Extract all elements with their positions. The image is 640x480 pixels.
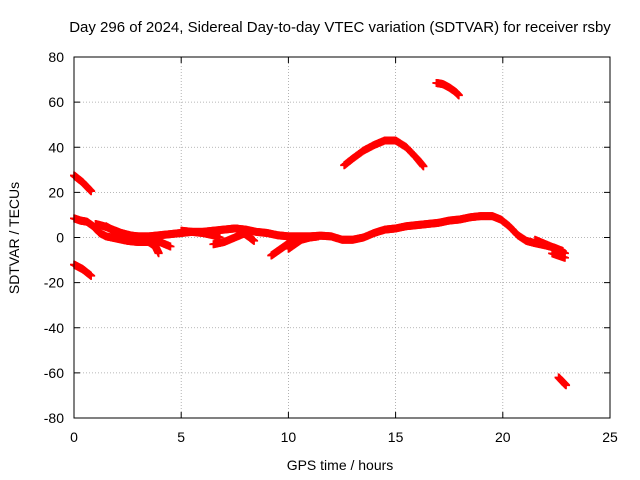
y-tick-label: -60 — [44, 365, 64, 381]
series-arc-6 — [134, 233, 175, 251]
y-tick-label: 0 — [56, 230, 64, 246]
data-point — [166, 242, 175, 251]
x-tick-label: 5 — [177, 429, 185, 445]
y-axis-label: SDTVAR / TECUs — [6, 182, 22, 294]
data-point — [560, 253, 569, 262]
series-arc-11 — [284, 232, 323, 253]
y-tick-label: -20 — [44, 275, 64, 291]
series-arc-10 — [267, 233, 301, 260]
y-tick-label: 60 — [48, 94, 64, 110]
series-arc-8 — [209, 228, 250, 249]
y-tick-label: 80 — [48, 49, 64, 65]
series-arc-12 — [340, 136, 428, 171]
x-tick-label: 15 — [388, 429, 404, 445]
x-axis-ticks: 0 5 10 15 20 25 — [70, 57, 618, 445]
data-point — [250, 236, 259, 245]
chart-title: Day 296 of 2024, Sidereal Day-to-day VTE… — [69, 19, 611, 36]
x-axis-label: GPS time / hours — [287, 457, 394, 473]
y-tick-label: 20 — [48, 184, 64, 200]
data-point — [454, 91, 463, 100]
y-tick-label: 40 — [48, 139, 64, 155]
x-tick-label: 10 — [281, 429, 297, 445]
y-tick-label: -40 — [44, 320, 64, 336]
x-tick-label: 25 — [602, 429, 618, 445]
data-point — [154, 249, 163, 258]
data-points — [70, 78, 571, 390]
data-point — [562, 381, 571, 390]
y-tick-label: -80 — [44, 410, 64, 426]
data-point — [419, 162, 428, 171]
data-point — [314, 232, 323, 241]
data-point — [87, 271, 96, 280]
x-tick-label: 0 — [70, 429, 78, 445]
series-arc-13 — [432, 78, 463, 100]
series-arc-16 — [554, 373, 571, 390]
data-point — [87, 187, 96, 196]
x-tick-label: 20 — [495, 429, 511, 445]
series-arc-15 — [548, 249, 569, 262]
y-axis-ticks: -80 -60 -40 -20 0 20 40 60 80 — [44, 49, 610, 426]
series-arc-9 — [232, 224, 259, 245]
